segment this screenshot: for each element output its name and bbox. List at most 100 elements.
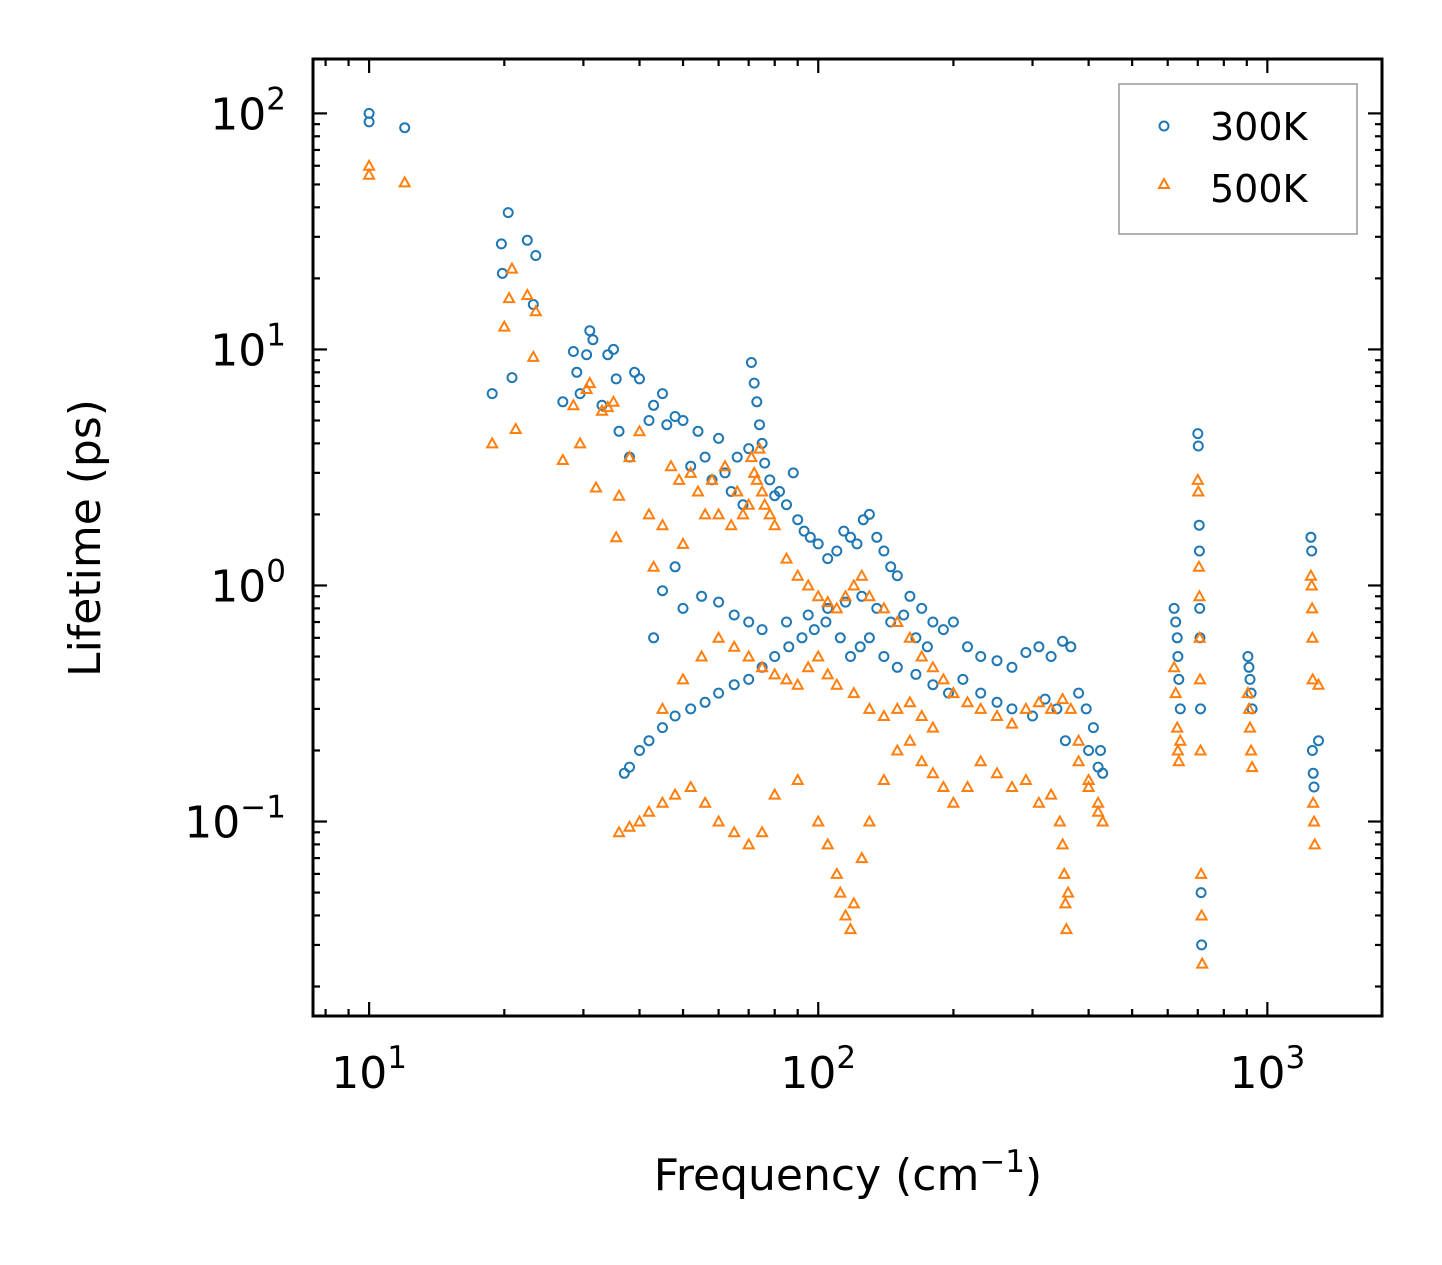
x-axis-label-close: ) — [1025, 1150, 1042, 1201]
data-point-300k — [728, 679, 740, 691]
data-point-500k — [742, 837, 756, 850]
data-point-500k — [811, 589, 825, 602]
data-point-300k — [975, 651, 987, 662]
data-point-300k — [878, 545, 890, 557]
legend-marker-300k — [1158, 120, 1170, 132]
data-point-500k — [830, 677, 844, 690]
data-point-500k — [1044, 701, 1058, 714]
data-point-500k — [505, 261, 519, 274]
data-point-300k — [1083, 745, 1095, 756]
data-point-300k — [845, 531, 856, 543]
data-point-300k — [1244, 673, 1256, 685]
data-point-300k — [991, 655, 1003, 667]
data-point-300k — [754, 419, 765, 431]
data-point-300k — [851, 538, 863, 550]
data-point-300k — [613, 425, 625, 437]
data-point-500k — [926, 720, 940, 733]
data-point-300k — [610, 373, 622, 385]
data-point-300k — [1193, 545, 1205, 557]
data-point-500k — [1064, 701, 1078, 714]
data-point-500k — [847, 896, 861, 909]
data-point-500k — [936, 779, 951, 792]
legend-label-300k: 300K — [1210, 105, 1309, 149]
data-point-300k — [891, 570, 903, 582]
data-point-500k — [724, 518, 738, 531]
data-point-500k — [847, 578, 861, 591]
data-point-500k — [742, 497, 756, 510]
data-point-500k — [915, 649, 929, 662]
data-point-300k — [834, 632, 846, 644]
data-point-500k — [529, 304, 543, 317]
data-point-500k — [1005, 779, 1019, 792]
series-500k — [362, 158, 1326, 969]
data-point-500k — [668, 787, 682, 800]
data-point-500k — [1308, 837, 1322, 850]
data-point-300k — [1308, 781, 1320, 793]
data-point-300k — [677, 602, 689, 614]
data-point-300k — [748, 377, 760, 389]
data-point-300k — [783, 641, 795, 653]
data-point-500k — [791, 772, 805, 785]
data-point-500k — [1171, 743, 1185, 756]
data-point-300k — [661, 419, 673, 431]
data-point-300k — [743, 616, 755, 628]
data-point-500k — [1019, 772, 1033, 785]
data-point-500k — [632, 424, 647, 437]
data-point-300k — [713, 432, 725, 444]
data-point-500k — [821, 667, 835, 680]
data-point-500k — [847, 686, 861, 699]
x-tick-label-base: 10 — [780, 1048, 836, 1099]
data-point-300k — [751, 396, 763, 408]
data-point-500k — [1167, 660, 1181, 673]
data-point-500k — [1242, 701, 1256, 714]
data-point-300k — [657, 388, 668, 400]
x-tick-label: 102 — [780, 1040, 856, 1099]
data-point-500k — [1192, 589, 1207, 602]
data-point-500k — [556, 452, 570, 465]
data-point-300k — [991, 696, 1003, 708]
data-point-300k — [1195, 703, 1206, 715]
data-point-500k — [862, 814, 877, 827]
data-point-500k — [727, 639, 741, 652]
data-point-500k — [926, 766, 940, 779]
data-point-300k — [1305, 531, 1317, 543]
y-tick-label-base: 10 — [210, 561, 266, 612]
x-axis-label: Frequency (cm−1) — [654, 1144, 1042, 1201]
data-point-300k — [787, 467, 799, 479]
data-point-500k — [768, 518, 782, 531]
y-tick-label-base: 10 — [184, 798, 240, 849]
data-point-500k — [1191, 484, 1205, 497]
data-point-500k — [497, 319, 511, 332]
data-point-300k — [921, 641, 933, 653]
data-point-500k — [768, 667, 782, 680]
data-point-300k — [898, 609, 910, 621]
data-point-300k — [657, 585, 668, 597]
data-point-300k — [947, 616, 959, 628]
x-tick-label-exponent: 1 — [387, 1040, 407, 1076]
data-point-500k — [1053, 814, 1067, 827]
data-point-500k — [946, 686, 961, 699]
data-point-300k — [1073, 687, 1085, 699]
data-point-500k — [1311, 677, 1326, 690]
data-point-500k — [855, 851, 869, 864]
data-point-500k — [1005, 716, 1019, 729]
data-point-300k — [1195, 887, 1207, 899]
data-point-500k — [1304, 568, 1318, 581]
data-point-300k — [1172, 651, 1184, 662]
data-point-500k — [612, 825, 626, 838]
data-point-300k — [502, 207, 514, 219]
data-point-300k — [363, 116, 375, 128]
x-tick-label: 101 — [331, 1040, 407, 1099]
data-point-500k — [684, 465, 698, 478]
data-point-500k — [877, 772, 891, 785]
data-point-300k — [745, 357, 757, 368]
data-point-500k — [711, 814, 726, 827]
data-point-300k — [624, 761, 635, 773]
data-point-300k — [699, 696, 711, 708]
data-point-300k — [1170, 616, 1182, 628]
data-point-500k — [1193, 672, 1207, 685]
data-point-500k — [779, 551, 794, 564]
data-point-300k — [719, 467, 731, 479]
data-point-300k — [692, 425, 704, 437]
